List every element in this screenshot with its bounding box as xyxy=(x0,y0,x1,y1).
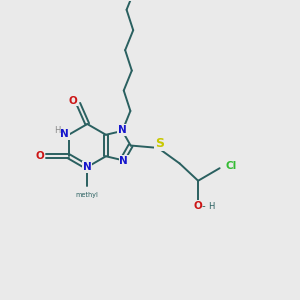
Text: O: O xyxy=(193,201,202,211)
Text: N: N xyxy=(118,125,127,135)
Text: N: N xyxy=(119,156,128,166)
Text: methyl: methyl xyxy=(76,192,99,198)
Text: N: N xyxy=(60,129,69,139)
Text: Cl: Cl xyxy=(225,161,237,171)
Text: N: N xyxy=(83,162,92,172)
Text: S: S xyxy=(155,137,164,150)
Text: O: O xyxy=(69,96,77,106)
Text: H: H xyxy=(208,202,214,211)
Text: -: - xyxy=(202,201,206,211)
Text: H: H xyxy=(54,126,61,135)
Text: O: O xyxy=(36,151,45,161)
